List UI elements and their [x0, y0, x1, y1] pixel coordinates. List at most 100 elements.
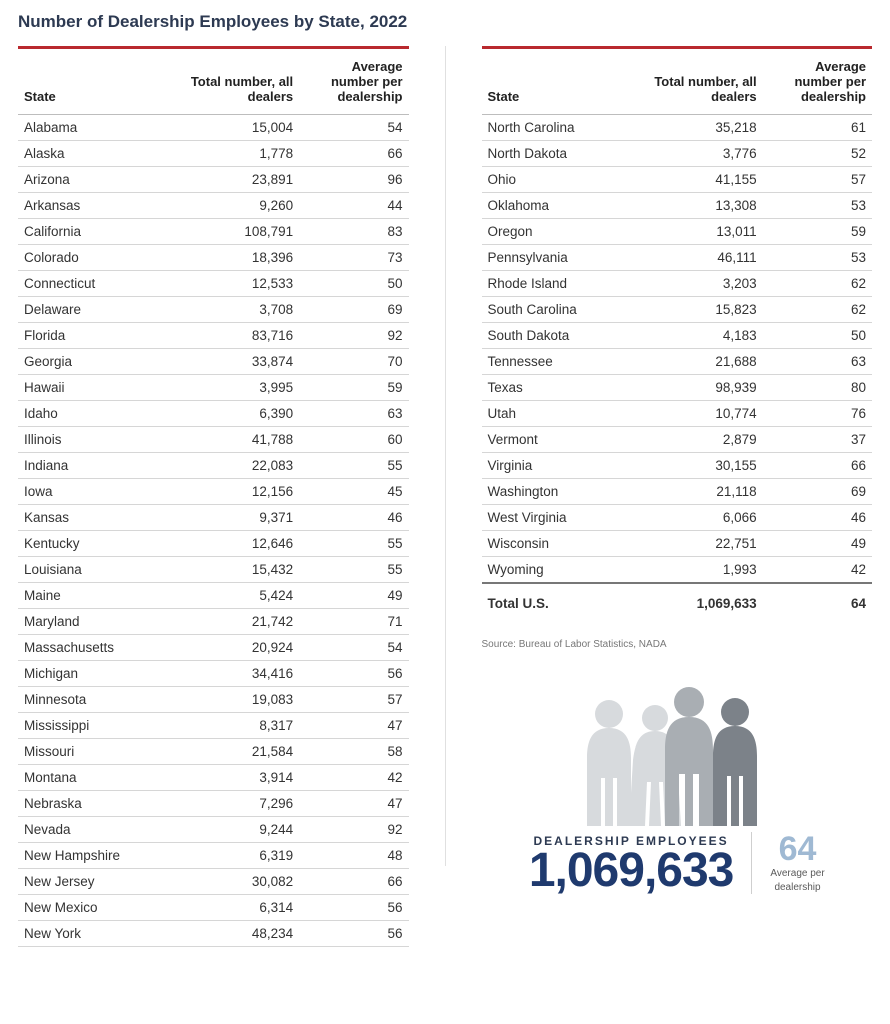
- left-column: State Total number, all dealers Average …: [18, 46, 409, 947]
- page-title: Number of Dealership Employees by State,…: [18, 12, 872, 32]
- cell-total: 23,891: [166, 167, 299, 193]
- cell-avg: 54: [299, 635, 408, 661]
- cell-state: Colorado: [18, 245, 166, 271]
- cell-state: Florida: [18, 323, 166, 349]
- cell-avg: 49: [763, 531, 872, 557]
- table-row: South Carolina15,82362: [482, 297, 873, 323]
- states-table-right: State Total number, all dealers Average …: [482, 46, 873, 623]
- cell-avg: 70: [299, 349, 408, 375]
- table-row: Illinois41,78860: [18, 427, 409, 453]
- cell-state: California: [18, 219, 166, 245]
- cell-state: New Jersey: [18, 869, 166, 895]
- cell-state: Nevada: [18, 817, 166, 843]
- cell-state: Kentucky: [18, 531, 166, 557]
- cell-state: Maryland: [18, 609, 166, 635]
- cell-total: 12,533: [166, 271, 299, 297]
- cell-avg: 55: [299, 531, 408, 557]
- cell-state: Tennessee: [482, 349, 630, 375]
- cell-total: 2,879: [630, 427, 763, 453]
- cell-total: 18,396: [166, 245, 299, 271]
- cell-state: West Virginia: [482, 505, 630, 531]
- cell-state: Iowa: [18, 479, 166, 505]
- cell-avg: 57: [763, 167, 872, 193]
- cell-state: South Carolina: [482, 297, 630, 323]
- cell-total: 3,995: [166, 375, 299, 401]
- table-row: Alaska1,77866: [18, 141, 409, 167]
- cell-state: Washington: [482, 479, 630, 505]
- cell-state: Delaware: [18, 297, 166, 323]
- cell-state: Nebraska: [18, 791, 166, 817]
- cell-avg: 76: [763, 401, 872, 427]
- cell-total: 12,646: [166, 531, 299, 557]
- table-row: Minnesota19,08357: [18, 687, 409, 713]
- table-row: Idaho6,39063: [18, 401, 409, 427]
- table-row: Wisconsin22,75149: [482, 531, 873, 557]
- stats-avg-label-2: dealership: [770, 882, 824, 894]
- cell-total: 4,183: [630, 323, 763, 349]
- col-state: State: [18, 48, 166, 115]
- cell-avg: 46: [763, 505, 872, 531]
- stats-avg-label-1: Average per: [770, 868, 824, 880]
- cell-avg: 61: [763, 115, 872, 141]
- cell-total: 108,791: [166, 219, 299, 245]
- cell-state: Louisiana: [18, 557, 166, 583]
- cell-state: New Hampshire: [18, 843, 166, 869]
- col-avg: Average number per dealership: [763, 48, 872, 115]
- cell-state: Ohio: [482, 167, 630, 193]
- table-row: Arkansas9,26044: [18, 193, 409, 219]
- cell-total: 3,776: [630, 141, 763, 167]
- cell-state: Connecticut: [18, 271, 166, 297]
- cell-total: 13,011: [630, 219, 763, 245]
- cell-total: 15,823: [630, 297, 763, 323]
- stats-row: DEALERSHIP EMPLOYEES 1,069,633 64 Averag…: [529, 832, 825, 894]
- cell-avg: 48: [299, 843, 408, 869]
- cell-avg: 96: [299, 167, 408, 193]
- cell-total: 41,788: [166, 427, 299, 453]
- table-row: Mississippi8,31747: [18, 713, 409, 739]
- cell-total: 9,244: [166, 817, 299, 843]
- table-row: Massachusetts20,92454: [18, 635, 409, 661]
- cell-avg: 56: [299, 895, 408, 921]
- cell-total: 15,004: [166, 115, 299, 141]
- cell-total: 3,914: [166, 765, 299, 791]
- cell-avg: 46: [299, 505, 408, 531]
- right-column: State Total number, all dealers Average …: [482, 46, 873, 947]
- cell-state: Wyoming: [482, 557, 630, 584]
- col-total: Total number, all dealers: [630, 48, 763, 115]
- table-row: New York48,23456: [18, 921, 409, 947]
- cell-avg: 62: [763, 297, 872, 323]
- cell-state: Alaska: [18, 141, 166, 167]
- table-row: New Jersey30,08266: [18, 869, 409, 895]
- cell-avg: 59: [763, 219, 872, 245]
- table-row: Virginia30,15566: [482, 453, 873, 479]
- people-icon: [567, 678, 787, 828]
- table-row: South Dakota4,18350: [482, 323, 873, 349]
- cell-state: Massachusetts: [18, 635, 166, 661]
- cell-total: 3,708: [166, 297, 299, 323]
- cell-avg: 55: [299, 557, 408, 583]
- cell-state: Minnesota: [18, 687, 166, 713]
- cell-total: 30,082: [166, 869, 299, 895]
- cell-state: Kansas: [18, 505, 166, 531]
- cell-state: New York: [18, 921, 166, 947]
- cell-avg: 66: [763, 453, 872, 479]
- cell-state: Michigan: [18, 661, 166, 687]
- cell-state: Oregon: [482, 219, 630, 245]
- cell-avg: 53: [763, 193, 872, 219]
- cell-total: 33,874: [166, 349, 299, 375]
- table-row: Nevada9,24492: [18, 817, 409, 843]
- table-row: Hawaii3,99559: [18, 375, 409, 401]
- states-table-left: State Total number, all dealers Average …: [18, 46, 409, 947]
- cell-state: Wisconsin: [482, 531, 630, 557]
- table-row: Wyoming1,99342: [482, 557, 873, 584]
- cell-state: Vermont: [482, 427, 630, 453]
- cell-avg: 53: [763, 245, 872, 271]
- table-row: Arizona23,89196: [18, 167, 409, 193]
- stats-total: DEALERSHIP EMPLOYEES 1,069,633: [529, 834, 734, 894]
- cell-avg: 64: [763, 583, 872, 623]
- cell-total: 6,390: [166, 401, 299, 427]
- table-row: Kentucky12,64655: [18, 531, 409, 557]
- cell-avg: 66: [299, 141, 408, 167]
- cell-avg: 71: [299, 609, 408, 635]
- cell-avg: 55: [299, 453, 408, 479]
